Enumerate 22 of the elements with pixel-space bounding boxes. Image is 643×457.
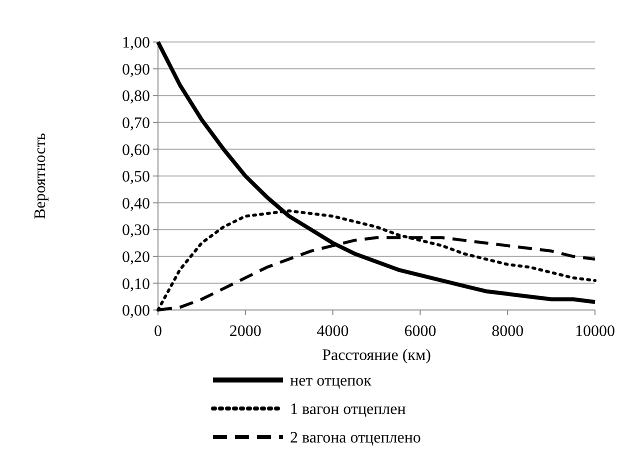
- y-tick-label: 1,00: [122, 34, 150, 52]
- y-tick-label: 0,70: [122, 115, 150, 132]
- x-tick-label: 0: [154, 323, 162, 340]
- y-tick-label: 0,80: [122, 88, 150, 106]
- legend-label: 1 вагон отцеплен: [290, 401, 406, 418]
- x-tick-label: 6000: [404, 323, 436, 340]
- y-axis-title: Вероятность: [32, 132, 49, 220]
- y-tick-label: 0,40: [122, 195, 150, 212]
- legend-label: 2 вагона отцеплено: [290, 430, 421, 447]
- x-tick-label: 2000: [229, 323, 262, 340]
- x-axis-title: Расстояние (км): [322, 347, 431, 364]
- y-tick-label: 0,50: [122, 168, 150, 186]
- y-tick-label: 0,60: [122, 142, 150, 159]
- y-tick-label: 0,90: [122, 61, 150, 78]
- x-tick-label: 4000: [316, 323, 349, 340]
- x-tick-label: 10000: [575, 323, 615, 340]
- y-tick-label: 0,30: [122, 222, 150, 240]
- y-tick-label: 0,00: [122, 302, 150, 320]
- y-tick-label: 0,20: [122, 249, 150, 266]
- x-tick-label: 8000: [492, 323, 524, 340]
- y-tick-label: 0,10: [122, 276, 150, 293]
- legend-label: нет отцепок: [290, 372, 372, 390]
